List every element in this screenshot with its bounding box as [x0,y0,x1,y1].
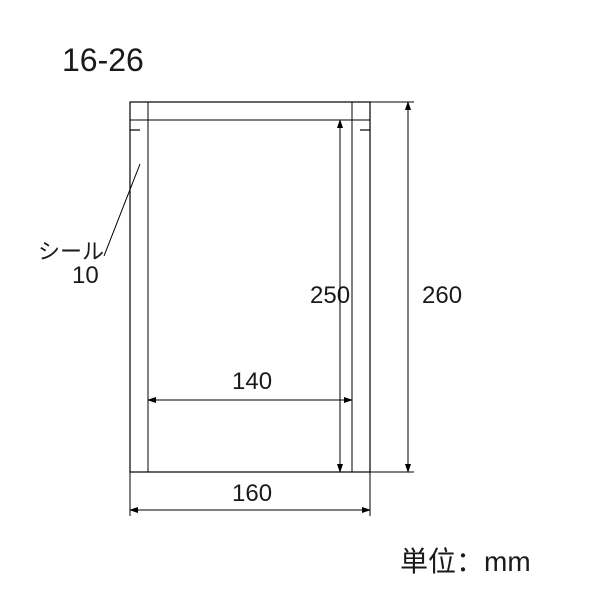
outer-rect [130,102,370,472]
diagram-svg [0,0,600,600]
seal-pointer [104,164,140,256]
